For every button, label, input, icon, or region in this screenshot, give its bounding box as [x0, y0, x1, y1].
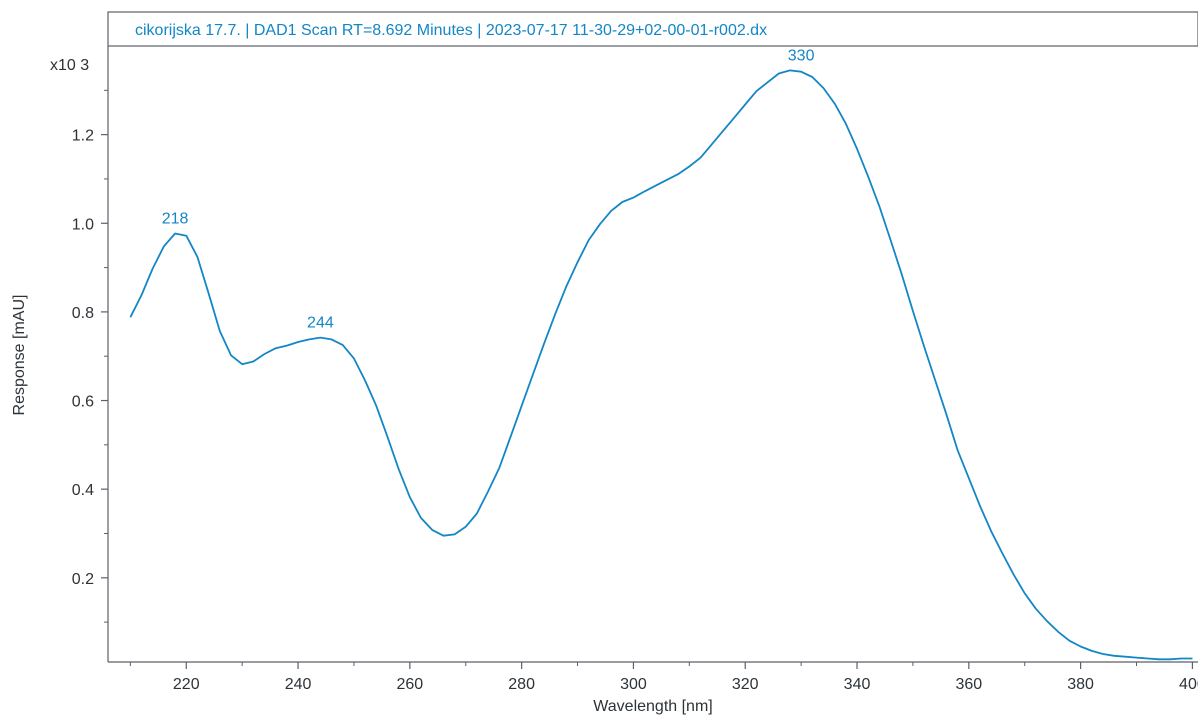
peak-labels: 218 244 330 — [162, 47, 815, 331]
x-tick-label: 340 — [844, 676, 871, 693]
y-tick-label: 0.2 — [72, 571, 94, 588]
x-tick-label: 360 — [955, 676, 982, 693]
y-axis-ticks: 0.2 0.4 0.6 0.8 1.0 1.2 — [72, 89, 108, 623]
y-axis-multiplier: x10 3 — [50, 57, 89, 74]
x-tick-label: 380 — [1067, 676, 1094, 693]
peak-label: 330 — [788, 47, 815, 64]
peak-label: 244 — [307, 315, 334, 332]
series-line — [129, 69, 1193, 661]
y-tick-label: 0.4 — [72, 482, 94, 499]
x-tick-label: 260 — [396, 676, 423, 693]
chart-title: cikorijska 17.7. | DAD1 Scan RT=8.692 Mi… — [135, 22, 767, 39]
y-tick-label: 0.8 — [72, 305, 94, 322]
x-tick-label: 300 — [620, 676, 647, 693]
y-axis-label: Response [mAU] — [11, 295, 28, 416]
y-tick-label: 1.2 — [72, 128, 94, 145]
y-tick-label: 0.6 — [72, 394, 94, 411]
series-group — [129, 69, 1193, 661]
x-tick-label: 280 — [508, 676, 535, 693]
y-tick-label: 1.0 — [72, 216, 94, 233]
x-tick-label: 240 — [285, 676, 312, 693]
x-axis-ticks: 220 240 260 280 300 320 340 360 380 400 — [129, 662, 1198, 693]
x-tick-label: 400 — [1179, 676, 1198, 693]
x-axis-label: Wavelength [nm] — [593, 698, 712, 715]
peak-label: 218 — [162, 210, 189, 227]
x-tick-label: 220 — [173, 676, 200, 693]
title-box — [107, 11, 1198, 47]
x-tick-label: 320 — [732, 676, 759, 693]
